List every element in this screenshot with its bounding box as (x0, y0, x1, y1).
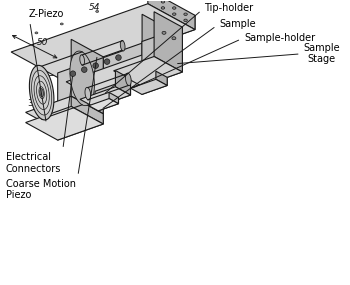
Polygon shape (80, 55, 84, 65)
Polygon shape (58, 15, 195, 78)
Ellipse shape (35, 32, 38, 34)
Text: Sample
Stage: Sample Stage (177, 43, 340, 64)
Polygon shape (66, 55, 174, 99)
Polygon shape (11, 4, 195, 78)
Ellipse shape (173, 13, 176, 15)
Ellipse shape (162, 31, 166, 34)
Ellipse shape (172, 37, 176, 40)
Polygon shape (109, 92, 119, 104)
Polygon shape (29, 65, 54, 120)
Polygon shape (120, 40, 125, 51)
Circle shape (93, 63, 98, 68)
Polygon shape (26, 107, 103, 140)
Polygon shape (80, 87, 131, 107)
Text: 50: 50 (37, 38, 48, 47)
Polygon shape (142, 27, 182, 86)
Polygon shape (148, 0, 195, 30)
Polygon shape (58, 57, 103, 130)
Ellipse shape (173, 7, 176, 9)
Polygon shape (126, 73, 131, 86)
Polygon shape (70, 51, 94, 106)
Ellipse shape (184, 13, 187, 15)
Text: Tip-holder: Tip-holder (105, 3, 253, 93)
Polygon shape (71, 96, 103, 124)
Polygon shape (40, 89, 43, 97)
Polygon shape (85, 87, 91, 100)
Text: Sample-holder: Sample-holder (133, 33, 315, 88)
Polygon shape (156, 71, 167, 86)
Polygon shape (89, 99, 119, 111)
Polygon shape (142, 14, 174, 72)
Polygon shape (98, 97, 119, 111)
Text: Z-Piezo: Z-Piezo (28, 9, 64, 121)
Text: Sample: Sample (103, 19, 256, 108)
Polygon shape (95, 79, 131, 107)
Ellipse shape (161, 7, 164, 9)
Polygon shape (98, 32, 174, 99)
Polygon shape (142, 77, 167, 94)
Polygon shape (39, 87, 44, 99)
Polygon shape (131, 79, 167, 94)
Polygon shape (154, 12, 182, 72)
Polygon shape (34, 76, 49, 109)
Polygon shape (36, 81, 47, 104)
Polygon shape (32, 70, 52, 115)
Polygon shape (26, 96, 103, 130)
Polygon shape (114, 56, 182, 86)
Polygon shape (71, 39, 103, 114)
Polygon shape (116, 70, 131, 95)
Ellipse shape (60, 23, 63, 25)
Ellipse shape (184, 19, 187, 22)
Text: Coarse Motion
Piezo: Coarse Motion Piezo (6, 57, 97, 200)
Text: Electrical
Connectors: Electrical Connectors (6, 76, 72, 174)
Circle shape (70, 71, 76, 76)
Text: 30: 30 (27, 99, 38, 108)
Circle shape (82, 67, 87, 72)
Circle shape (116, 55, 121, 60)
Ellipse shape (161, 1, 164, 3)
Circle shape (104, 59, 110, 64)
Polygon shape (58, 114, 103, 140)
Text: 54: 54 (89, 3, 100, 12)
Ellipse shape (96, 11, 99, 13)
